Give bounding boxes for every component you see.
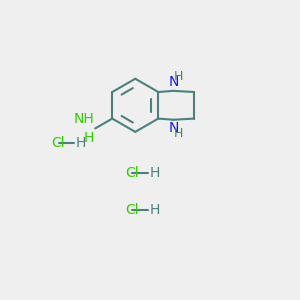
Text: NH: NH bbox=[74, 112, 94, 126]
Text: H: H bbox=[84, 131, 94, 145]
Text: H: H bbox=[75, 136, 86, 150]
Text: Cl: Cl bbox=[125, 203, 139, 218]
Text: Cl: Cl bbox=[125, 167, 139, 180]
Text: H: H bbox=[174, 127, 183, 140]
Text: H: H bbox=[149, 203, 160, 218]
Text: N: N bbox=[168, 121, 178, 135]
Text: H: H bbox=[149, 167, 160, 180]
Text: Cl: Cl bbox=[51, 136, 64, 150]
Text: H: H bbox=[174, 70, 183, 83]
Text: N: N bbox=[168, 76, 178, 89]
